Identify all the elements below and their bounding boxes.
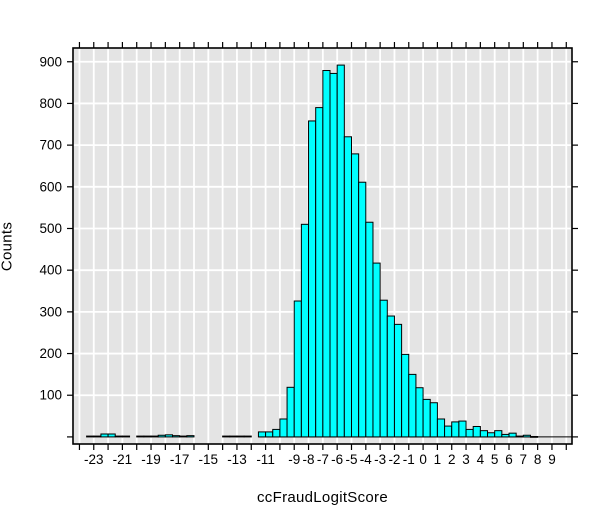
histogram-bar (136, 435, 145, 438)
histogram-bar (408, 373, 417, 438)
y-tick-label: 400 (39, 263, 62, 278)
y-tick-label: 200 (39, 346, 62, 361)
histogram-bar (164, 434, 174, 438)
y-tick-label: 300 (39, 304, 62, 319)
x-tick-label: 5 (491, 452, 499, 467)
x-tick-label: -15 (199, 452, 219, 467)
histogram-bar (358, 181, 367, 438)
x-tick-label: 2 (448, 452, 456, 467)
histogram-bar (236, 435, 245, 438)
histogram-bar (529, 435, 539, 438)
histogram-bar (93, 435, 102, 438)
histogram-bar (243, 435, 252, 438)
histogram-bar (121, 435, 131, 438)
x-tick-label: -5 (345, 452, 357, 467)
histogram-bar (286, 386, 295, 438)
histogram-bar (451, 421, 460, 438)
x-tick-label: 3 (462, 452, 470, 467)
histogram-bar (265, 431, 274, 438)
histogram-bar (372, 262, 381, 438)
histogram-bar (436, 418, 446, 438)
histogram-bar (444, 425, 453, 438)
histogram-bar (100, 433, 109, 438)
x-tick-label: -17 (170, 452, 190, 467)
histogram-bar (494, 430, 503, 438)
histogram-bar (272, 428, 281, 438)
x-tick-label: -11 (256, 452, 275, 467)
x-tick-label: -1 (403, 452, 415, 467)
histogram-bar (114, 435, 123, 438)
histogram-bar (415, 387, 424, 438)
histogram-bar (322, 70, 331, 438)
histogram-bar (458, 420, 467, 438)
y-tick-label: 500 (39, 221, 62, 236)
histogram-bar (350, 153, 360, 438)
histogram-bar (143, 435, 152, 438)
x-tick-label: 0 (419, 452, 427, 467)
histogram-bar (422, 398, 431, 438)
histogram-bar (293, 300, 302, 438)
x-tick-label: -21 (113, 452, 133, 467)
x-tick-label: 8 (534, 452, 542, 467)
histogram-bar (465, 428, 474, 438)
histogram-bar (257, 431, 267, 438)
x-axis-title: ccFraudLogitScore (257, 489, 388, 506)
histogram-bar (429, 402, 438, 438)
histogram-bar (522, 434, 531, 438)
histogram-bar (479, 430, 489, 438)
histogram-bar (222, 435, 231, 438)
histogram-bar (300, 223, 310, 438)
x-tick-label: 1 (434, 452, 442, 467)
histogram-bar (472, 425, 481, 438)
histogram-bar (86, 435, 95, 438)
x-tick-label: 6 (505, 452, 513, 467)
x-tick-label: -23 (84, 452, 104, 467)
histogram-bar (336, 64, 345, 438)
histogram-bar (157, 434, 166, 438)
y-tick-label: 700 (39, 138, 62, 153)
histogram-bar (179, 435, 188, 438)
histogram-bar (508, 432, 517, 438)
histogram-bar (279, 418, 288, 438)
histogram-bar (315, 107, 324, 438)
histogram-bar (501, 433, 510, 438)
histogram-bar (308, 120, 317, 438)
histogram-bar (386, 315, 395, 438)
x-tick-label: -9 (288, 452, 300, 467)
x-tick-label: -19 (141, 452, 161, 467)
histogram-bar (379, 299, 388, 438)
histogram-bar (107, 433, 116, 438)
y-tick-label: 600 (39, 179, 62, 194)
histogram-bar (515, 435, 524, 438)
x-tick-label: -13 (227, 452, 247, 467)
x-tick-label: -8 (303, 452, 315, 467)
histogram-bar (343, 136, 352, 438)
y-tick-label: 100 (39, 388, 62, 403)
histogram-bar (393, 323, 403, 438)
histogram-bar (150, 435, 159, 438)
x-tick-label: 7 (520, 452, 528, 467)
x-tick-label: 4 (477, 452, 485, 467)
histogram-bar (172, 435, 181, 438)
x-tick-label: -4 (360, 452, 372, 467)
x-tick-label: 9 (548, 452, 556, 467)
histogram-bar (487, 432, 496, 438)
y-tick-label: 900 (39, 54, 62, 69)
histogram-bar (229, 435, 238, 438)
x-tick-label: -7 (317, 452, 329, 467)
histogram-bar (401, 353, 410, 438)
histogram-bar (329, 72, 338, 438)
x-tick-label: -2 (388, 452, 400, 467)
y-tick-label: 800 (39, 96, 62, 111)
x-tick-label: -3 (374, 452, 386, 467)
y-axis-title: Counts (0, 221, 16, 272)
x-tick-label: -6 (331, 452, 343, 467)
histogram-bar (186, 435, 195, 438)
histogram-bar (365, 221, 374, 438)
